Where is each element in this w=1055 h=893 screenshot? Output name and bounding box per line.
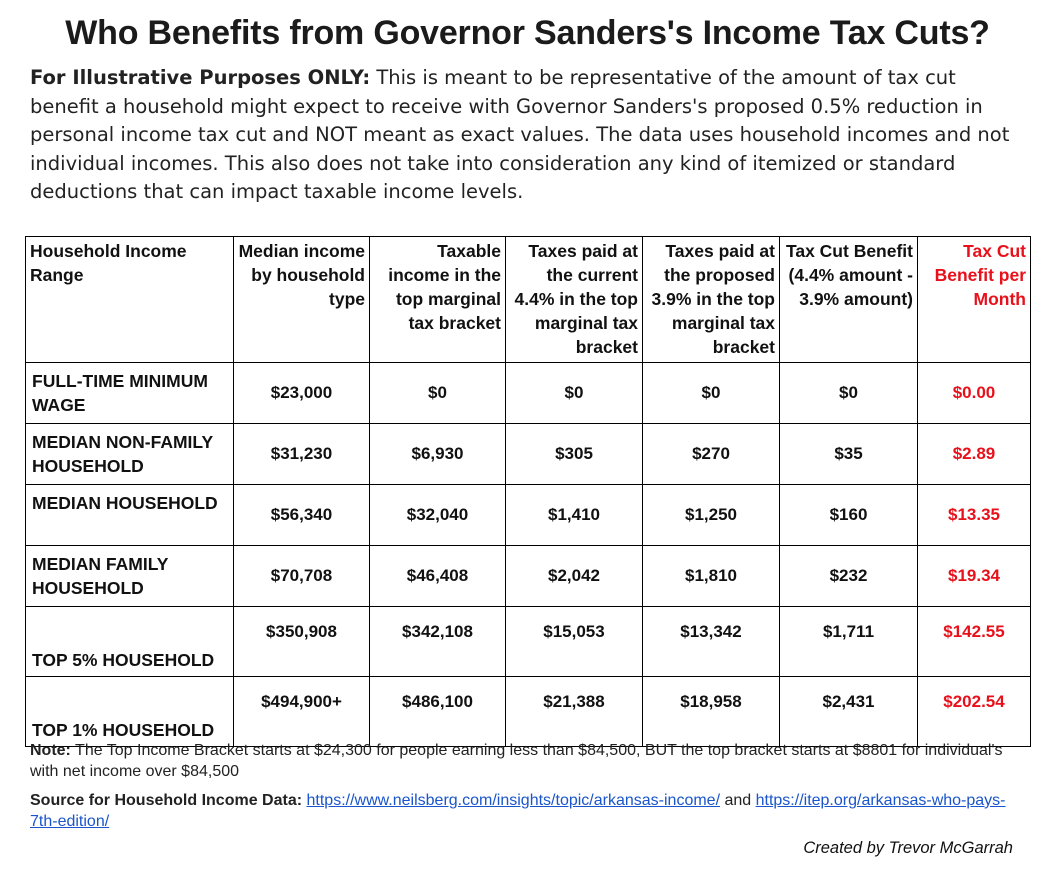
cell-taxable-income: $6,930 [369, 423, 506, 485]
cell-taxes-proposed: $270 [642, 423, 780, 485]
row-label: FULL-TIME MINIMUM WAGE [25, 362, 234, 424]
header-benefit-per-month: Tax Cut Benefit per Month [917, 236, 1031, 363]
header-taxes-proposed: Taxes paid at the proposed 3.9% in the t… [642, 236, 780, 363]
cell-taxes-proposed: $1,810 [642, 545, 780, 607]
cell-benefit-per-month: $142.55 [917, 606, 1031, 677]
cell-taxes-proposed: $0 [642, 362, 780, 424]
cell-tax-cut-benefit: $1,711 [779, 606, 918, 677]
cell-benefit-per-month: $202.54 [917, 676, 1031, 747]
header-taxable-income: Taxable income in the top marginal tax b… [369, 236, 506, 363]
cell-median-income: $31,230 [233, 423, 370, 485]
intro-lead: For Illustrative Purposes ONLY: [30, 66, 371, 89]
cell-median-income: $494,900+ [233, 676, 370, 747]
cell-median-income: $350,908 [233, 606, 370, 677]
intro-text: This is meant to be representative of th… [30, 66, 1010, 203]
source-link-itep[interactable]: https://itep.org/arkansas-who-pays-7th-e… [30, 792, 1006, 830]
cell-taxes-proposed: $13,342 [642, 606, 780, 677]
header-median-income: Median income by household type [233, 236, 370, 363]
cell-tax-cut-benefit: $2,431 [779, 676, 918, 747]
cell-taxable-income: $342,108 [369, 606, 506, 677]
table-row: TOP 5% HOUSEHOLD $350,908 $342,108 $15,0… [25, 606, 1031, 677]
header-taxes-current: Taxes paid at the current 4.4% in the to… [505, 236, 643, 363]
table-row: MEDIAN HOUSEHOLD $56,340 $32,040 $1,410 … [25, 484, 1031, 546]
cell-taxes-proposed: $1,250 [642, 484, 780, 546]
table-row: TOP 1% HOUSEHOLD $494,900+ $486,100 $21,… [25, 676, 1031, 747]
source-label: Source for Household Income Data: [30, 792, 303, 809]
row-label: TOP 1% HOUSEHOLD [25, 676, 234, 747]
table-row: FULL-TIME MINIMUM WAGE $23,000 $0 $0 $0 … [25, 362, 1031, 424]
cell-tax-cut-benefit: $160 [779, 484, 918, 546]
note-label: Note: [30, 742, 71, 759]
cell-taxes-current: $15,053 [505, 606, 643, 677]
table-header-row: Household Income Range Median income by … [25, 236, 1031, 363]
row-label: TOP 5% HOUSEHOLD [25, 606, 234, 677]
row-label: MEDIAN HOUSEHOLD [25, 484, 234, 546]
row-label: MEDIAN FAMILY HOUSEHOLD [25, 545, 234, 607]
cell-tax-cut-benefit: $0 [779, 362, 918, 424]
table-row: MEDIAN FAMILY HOUSEHOLD $70,708 $46,408 … [25, 545, 1031, 607]
cell-taxable-income: $486,100 [369, 676, 506, 747]
intro-paragraph: For Illustrative Purposes ONLY: This is … [30, 64, 1020, 207]
table-row: MEDIAN NON-FAMILY HOUSEHOLD $31,230 $6,9… [25, 423, 1031, 485]
page-title: Who Benefits from Governor Sanders's Inc… [65, 14, 990, 52]
header-income-range: Household Income Range [25, 236, 234, 363]
cell-tax-cut-benefit: $232 [779, 545, 918, 607]
note-paragraph: Note: The Top Income Bracket starts at $… [30, 740, 1020, 782]
cell-benefit-per-month: $13.35 [917, 484, 1031, 546]
cell-benefit-per-month: $0.00 [917, 362, 1031, 424]
row-label: MEDIAN NON-FAMILY HOUSEHOLD [25, 423, 234, 485]
source-connector: and [720, 792, 756, 809]
cell-taxable-income: $0 [369, 362, 506, 424]
cell-taxes-current: $2,042 [505, 545, 643, 607]
cell-median-income: $70,708 [233, 545, 370, 607]
source-paragraph: Source for Household Income Data: https:… [30, 790, 1020, 832]
cell-taxes-current: $305 [505, 423, 643, 485]
cell-taxes-proposed: $18,958 [642, 676, 780, 747]
cell-median-income: $56,340 [233, 484, 370, 546]
cell-taxes-current: $1,410 [505, 484, 643, 546]
author-credit: Created by Trevor McGarrah [803, 839, 1013, 857]
tax-benefit-table: Household Income Range Median income by … [25, 236, 1031, 747]
cell-benefit-per-month: $2.89 [917, 423, 1031, 485]
cell-median-income: $23,000 [233, 362, 370, 424]
cell-tax-cut-benefit: $35 [779, 423, 918, 485]
cell-taxes-current: $21,388 [505, 676, 643, 747]
cell-taxes-current: $0 [505, 362, 643, 424]
header-tax-cut-benefit: Tax Cut Benefit (4.4% amount - 3.9% amou… [779, 236, 918, 363]
cell-taxable-income: $46,408 [369, 545, 506, 607]
source-link-neilsberg[interactable]: https://www.neilsberg.com/insights/topic… [306, 792, 721, 809]
note-text: The Top Income Bracket starts at $24,300… [30, 742, 1003, 780]
cell-benefit-per-month: $19.34 [917, 545, 1031, 607]
cell-taxable-income: $32,040 [369, 484, 506, 546]
